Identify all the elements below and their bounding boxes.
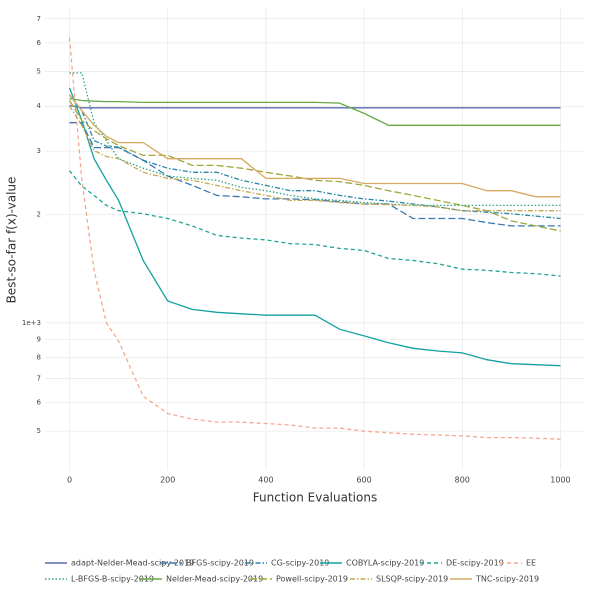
series-line	[68, 94, 561, 198]
series-line	[68, 94, 561, 220]
series-line	[68, 37, 561, 440]
legend-label: SLSQP-scipy-2019	[376, 575, 448, 584]
x-tick-label: 800	[455, 476, 470, 485]
series-line	[69, 72, 561, 207]
x-tick-label: 600	[356, 476, 371, 485]
series-line	[68, 100, 561, 232]
y-tick-label: 5	[37, 427, 41, 435]
series-line	[68, 170, 561, 277]
legend-label: DE-scipy-2019	[446, 559, 504, 568]
y-tick-label: 7	[37, 375, 41, 383]
y-tick-label: 6	[37, 399, 42, 407]
y-tick-label: 1e+3	[22, 319, 41, 327]
series-line	[69, 122, 561, 227]
legend-label: TNC-scipy-2019	[475, 575, 539, 584]
y-tick-label: 2	[37, 211, 41, 219]
legend-label: Powell-scipy-2019	[276, 575, 348, 584]
legend-label: Nelder-Mead-scipy-2019	[166, 575, 263, 584]
legend-label: COBYLA-scipy-2019	[346, 559, 424, 568]
y-tick-label: 8	[37, 354, 41, 362]
x-tick-label: 200	[160, 476, 175, 485]
x-tick-label: 0	[67, 476, 72, 485]
series-line	[69, 97, 561, 126]
x-tick-label: 1000	[550, 476, 570, 485]
y-axis-label: Best-so-far f(x)-value	[5, 177, 19, 304]
series-line	[68, 105, 561, 212]
y-tick-label: 5	[37, 67, 41, 75]
x-tick-label: 400	[258, 476, 273, 485]
y-tick-label: 3	[37, 147, 41, 155]
legend-label: BFGS-scipy-2019	[186, 559, 254, 568]
y-tick-label: 9	[37, 335, 41, 343]
x-axis-label: Function Evaluations	[253, 491, 377, 505]
legend-label: adapt-Nelder-Mead-scipy-2019	[71, 559, 194, 568]
legend-label: EE	[526, 559, 536, 568]
series-line	[69, 104, 561, 109]
series-line	[68, 87, 561, 367]
legend-label: CG-scipy-2019	[271, 559, 329, 568]
y-tick-label: 6	[37, 39, 42, 47]
legend-label: L-BFGS-B-scipy-2019	[71, 575, 154, 584]
y-tick-label: 4	[37, 102, 42, 110]
y-tick-label: 7	[37, 15, 41, 23]
